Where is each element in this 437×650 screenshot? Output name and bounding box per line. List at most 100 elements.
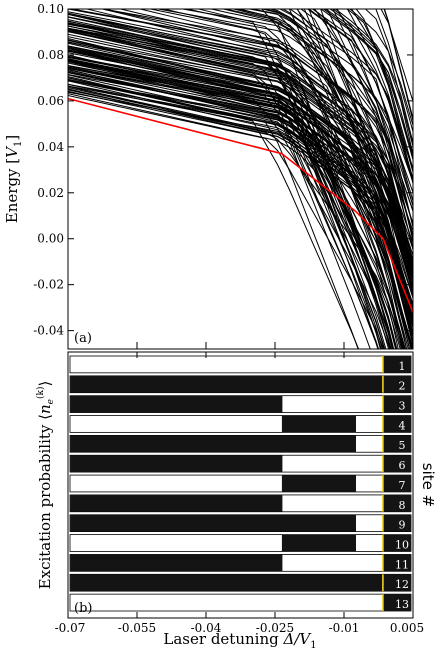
site-number: 8 — [399, 499, 406, 512]
site-row: 9 — [69, 514, 412, 533]
site-row-ground — [69, 534, 412, 552]
y-tick-label: 0.00 — [37, 232, 64, 246]
site-row: 11 — [69, 554, 412, 572]
excited-state-line — [326, 9, 413, 248]
excited-state-line — [68, 93, 401, 349]
panel-b-label: (b) — [74, 601, 92, 616]
site-row: 8 — [69, 494, 412, 513]
site-row-ground — [69, 355, 412, 374]
excited-state-line — [68, 85, 405, 349]
site-row-excited — [281, 415, 356, 433]
y-tick-label: 0.04 — [37, 140, 64, 154]
excited-state-line — [278, 9, 413, 228]
excited-state-line — [249, 9, 413, 270]
excited-state-line — [101, 9, 413, 276]
excited-state-line — [320, 9, 413, 173]
x-tick-label: -0.01 — [329, 621, 360, 635]
excited-state-line — [332, 9, 413, 226]
excited-state-line — [68, 13, 413, 269]
excited-state-line — [68, 71, 413, 349]
site-row: 10 — [69, 534, 412, 552]
site-row-excited — [281, 475, 356, 492]
site-row-accent — [382, 395, 384, 413]
site-row-accent — [382, 435, 384, 453]
site-row-excited — [70, 455, 283, 473]
excited-state-line — [306, 9, 413, 170]
site-row: 4 — [69, 415, 412, 433]
excited-state-line — [308, 9, 413, 241]
site-row-accent — [382, 574, 384, 592]
y-tick-label: -0.02 — [33, 278, 64, 292]
excited-state-line — [329, 9, 413, 155]
panel-a: -0.04 -0.02 0.00 0.02 0.04 0.06 0.08 0.10 (a) E… — [3, 2, 414, 350]
y-tick-label: 0.08 — [37, 48, 64, 62]
site-number: 3 — [399, 400, 406, 413]
excited-state-line — [68, 22, 412, 349]
site-row: 1 — [69, 355, 412, 374]
excited-state-line — [68, 72, 402, 349]
excited-state-line — [320, 9, 413, 322]
excited-state-line — [268, 9, 413, 297]
site-row-final — [383, 356, 411, 373]
excited-state-line — [346, 9, 413, 179]
site-number: 7 — [399, 479, 406, 492]
excited-state-line — [68, 9, 413, 224]
right-axis-label-site: site # — [419, 463, 437, 507]
site-row-accent — [382, 375, 384, 393]
site-row-accent — [382, 534, 384, 552]
excited-state-line — [68, 30, 379, 349]
site-row-final — [383, 554, 411, 572]
excited-state-line — [336, 9, 413, 202]
site-number: 9 — [399, 519, 406, 532]
excited-state-line — [68, 69, 371, 349]
y-tick-label: 0.10 — [37, 2, 64, 16]
y-axis-label-energy: Energy [V1] — [3, 135, 24, 223]
site-row-final — [383, 455, 411, 473]
excited-state-line — [68, 38, 413, 309]
excited-state-line — [68, 42, 413, 270]
site-row-final — [383, 435, 411, 453]
excited-state-line — [138, 9, 413, 237]
site-row-final — [383, 475, 411, 492]
excited-state-line — [68, 25, 394, 349]
excited-state-line — [68, 79, 405, 349]
site-row-final — [383, 514, 411, 532]
site-row-excited — [70, 375, 412, 393]
excited-state-line — [68, 13, 413, 275]
site-row-excited — [70, 395, 283, 413]
site-row-accent — [382, 514, 384, 532]
excited-state-line — [282, 9, 413, 289]
site-row-accent — [382, 594, 384, 611]
excited-state-line — [68, 95, 385, 349]
site-number: 1 — [399, 360, 406, 373]
excited-state-line — [68, 87, 413, 324]
excited-state-line — [68, 74, 394, 349]
excited-state-line — [311, 9, 413, 207]
site-row-excited — [70, 514, 357, 532]
site-row-ground — [69, 593, 412, 612]
site-row: 12 — [69, 573, 412, 592]
site-row: 13 — [69, 593, 412, 612]
excited-state-line — [296, 9, 413, 212]
site-number: 13 — [395, 598, 409, 611]
excited-state-line — [68, 59, 413, 297]
excited-state-line — [231, 9, 391, 349]
x-axis-label-detuning: Laser detuning Δ/V1 — [163, 630, 316, 650]
x-tick-label: -0.04 — [191, 621, 222, 635]
panel-b-ticks: -0.07 -0.055 -0.04 -0.025 -0.01 0.005 — [55, 352, 424, 635]
site-row-final — [383, 375, 411, 393]
excited-state-line — [68, 27, 413, 265]
ground-state-line — [68, 97, 413, 313]
site-row-final — [383, 415, 411, 433]
site-number: 4 — [399, 419, 406, 432]
site-number: 2 — [399, 380, 406, 393]
y-tick-label: 0.06 — [37, 94, 64, 108]
excited-state-line — [325, 9, 413, 184]
x-tick-label: -0.025 — [256, 621, 294, 635]
site-row-excited — [70, 494, 283, 512]
site-row: 2 — [69, 375, 412, 394]
site-number: 12 — [395, 578, 409, 591]
x-tick-label: 0.005 — [390, 621, 424, 635]
